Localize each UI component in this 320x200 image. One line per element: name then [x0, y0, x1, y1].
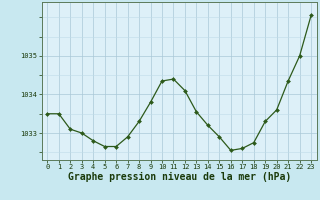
- X-axis label: Graphe pression niveau de la mer (hPa): Graphe pression niveau de la mer (hPa): [68, 172, 291, 182]
